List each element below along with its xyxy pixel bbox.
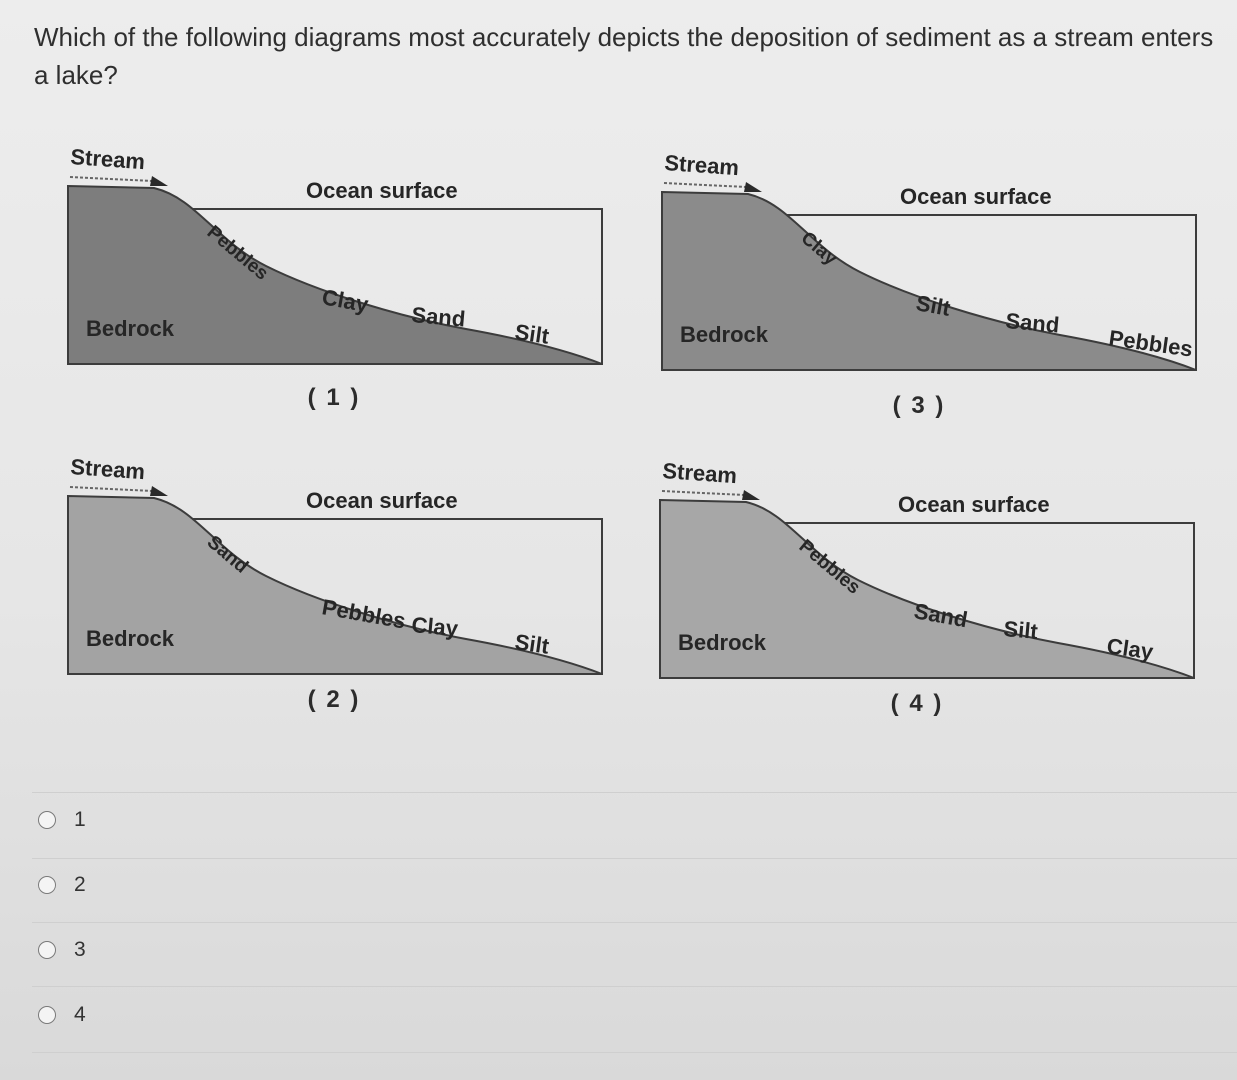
bedrock-label: Bedrock [86,626,175,651]
bedrock-label: Bedrock [680,322,769,347]
diagram-number-2: ( 2 ) [307,686,361,713]
stream-line [663,182,747,188]
ocean-surface-label: Ocean surface [306,488,458,513]
sediment-label-3: Clay [411,612,460,641]
ocean-surface-label: Ocean surface [306,178,458,203]
option-label: 2 [74,873,86,896]
option-label: 4 [74,1003,86,1026]
divider [32,1052,1237,1053]
divider [32,792,1237,793]
divider [32,858,1237,859]
option-2[interactable]: 2 [38,865,86,905]
stream-label: Stream [664,150,740,180]
bedrock-label: Bedrock [86,316,175,341]
radio-button[interactable] [38,1006,56,1024]
stream-label: Stream [662,458,738,488]
stream-arrow-icon [150,176,168,186]
sediment-label-4: Silt [513,629,551,659]
diagram-4: Stream Ocean surface Bedrock Pebbles San… [658,458,1198,690]
diagram-number-3: ( 3 ) [892,392,946,419]
bedrock-slope [661,190,1197,371]
stream-line [69,486,153,492]
stream-line [661,490,745,496]
sediment-diagram: Stream Ocean surface Bedrock Pebbles Cla… [67,144,603,365]
diagram-3: Stream Ocean surface Bedrock Clay Silt S… [660,150,1200,382]
option-1[interactable]: 1 [38,800,86,840]
bedrock-label: Bedrock [678,630,767,655]
diagram-number-1: ( 1 ) [307,384,361,411]
sediment-label-2: Silt [914,290,953,321]
stream-arrow-icon [150,486,168,496]
diagram-number-4: ( 4 ) [890,690,944,717]
stream-arrow-icon [744,182,762,192]
divider [32,922,1237,923]
ocean-surface-label: Ocean surface [900,184,1052,209]
stream-arrow-icon [742,490,760,500]
divider [32,986,1237,987]
option-3[interactable]: 3 [38,930,86,970]
stream-label: Stream [70,454,146,484]
option-4[interactable]: 4 [38,995,86,1035]
ocean-surface-label: Ocean surface [898,492,1050,517]
bedrock-slope [67,184,603,365]
stream-line [69,176,153,182]
sediment-diagram: Stream Ocean surface Bedrock Pebbles San… [659,458,1195,679]
radio-button[interactable] [38,876,56,894]
sediment-label-3: Silt [1003,616,1040,644]
sediment-label-3: Sand [1005,308,1061,338]
diagram-2: Stream Ocean surface Bedrock Sand Pebble… [66,454,606,686]
stream-label: Stream [70,144,146,174]
sediment-label-3: Sand [411,302,467,332]
option-label: 3 [74,938,86,961]
sediment-diagram: Stream Ocean surface Bedrock Clay Silt S… [661,150,1197,371]
bedrock-slope [659,498,1195,679]
bedrock-slope [67,494,603,675]
option-label: 1 [74,808,86,831]
radio-button[interactable] [38,811,56,829]
question-text: Which of the following diagrams most acc… [34,22,1214,90]
radio-button[interactable] [38,941,56,959]
sediment-diagram: Stream Ocean surface Bedrock Sand Pebble… [67,454,603,675]
diagram-1: Stream Ocean surface Bedrock Pebbles Cla… [66,144,606,376]
sediment-label-4: Silt [513,319,551,349]
